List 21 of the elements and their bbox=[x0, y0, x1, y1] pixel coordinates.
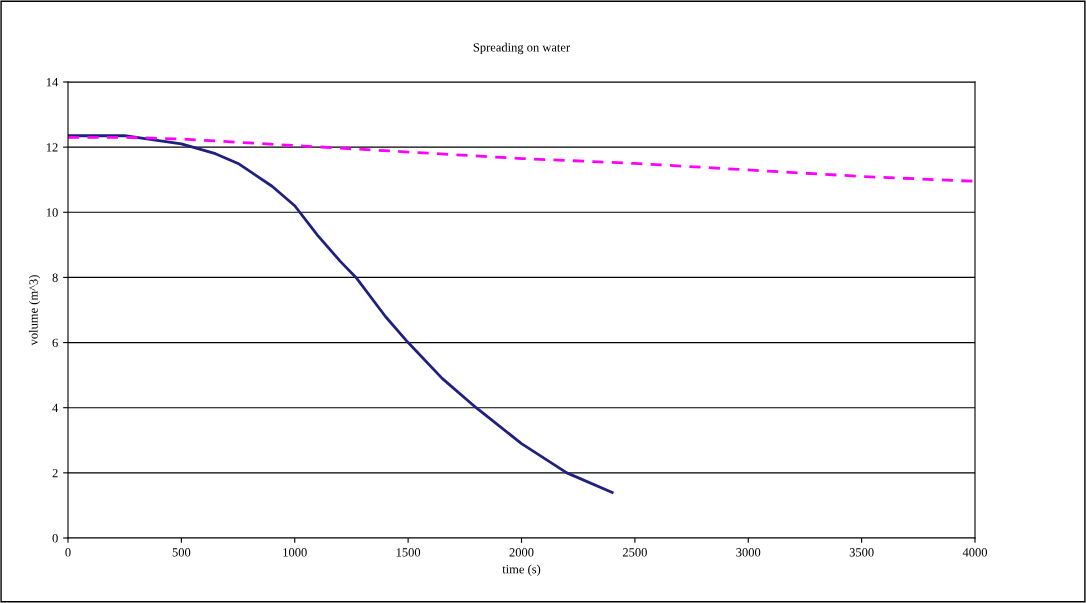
line-series bbox=[68, 134, 614, 494]
chart-title: Spreading on water bbox=[473, 42, 570, 55]
x-tick-label: 3500 bbox=[849, 548, 874, 557]
y-tick-label: 0 bbox=[52, 534, 58, 543]
y-tick-label: 10 bbox=[46, 208, 58, 217]
x-axis-title: time (s) bbox=[502, 564, 541, 576]
x-tick-label: 1000 bbox=[283, 548, 307, 557]
y-tick-label: 8 bbox=[52, 273, 58, 282]
x-tick-label: 0 bbox=[65, 548, 71, 557]
x-tick-label: 4000 bbox=[962, 548, 988, 557]
y-tick-label: 12 bbox=[46, 143, 58, 152]
x-tick-label: 500 bbox=[172, 548, 191, 557]
x-tick-label: 2500 bbox=[622, 548, 647, 557]
y-tick-label: 14 bbox=[46, 78, 59, 87]
y-tick-label: 6 bbox=[52, 338, 58, 348]
y-tick-label: 4 bbox=[52, 403, 59, 413]
y-axis-title: volume (m^3) bbox=[28, 275, 41, 346]
x-tick-label: 2000 bbox=[509, 548, 534, 557]
x-tick-label: 3000 bbox=[736, 548, 761, 557]
y-tick-label: 2 bbox=[52, 468, 58, 478]
x-tick-label: 1500 bbox=[396, 548, 421, 557]
